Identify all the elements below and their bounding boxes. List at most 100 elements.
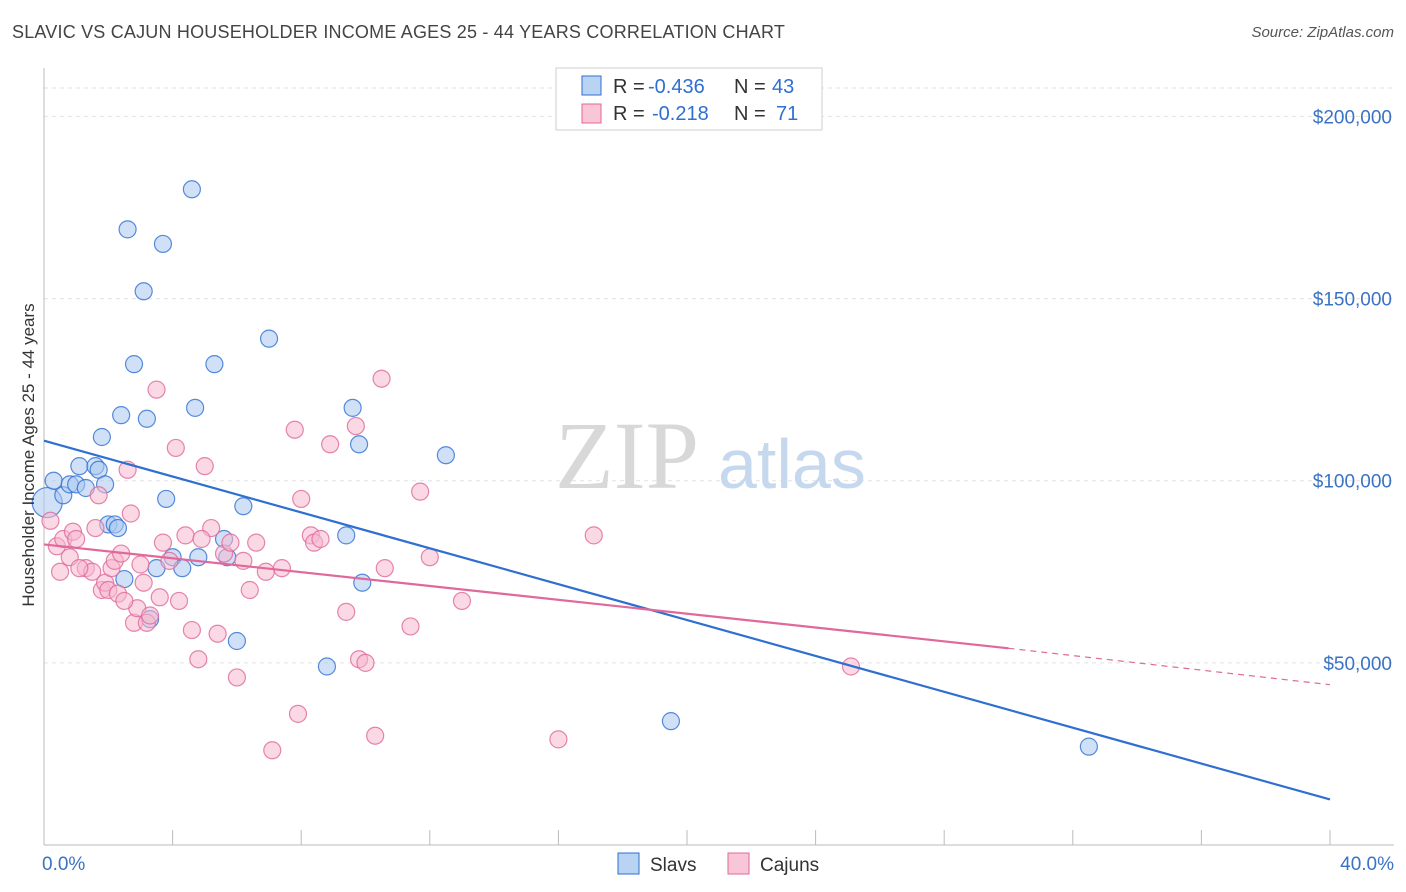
y-tick-label-1: $100,000 (1313, 472, 1392, 493)
point-cajuns-65 (584, 526, 603, 545)
point-slavs-42 (1079, 737, 1098, 756)
point-slavs-39 (353, 573, 372, 592)
point-cajuns-44 (263, 741, 282, 760)
y-tick-label-0: $50,000 (1323, 654, 1392, 675)
point-slavs-34 (259, 329, 279, 348)
point-cajuns-59 (375, 559, 394, 578)
gridlines (44, 87, 1394, 664)
source-label: Source: ZipAtlas.com (1251, 24, 1394, 41)
chart-title: SLAVIC VS CAJUN HOUSEHOLDER INCOME AGES … (12, 22, 786, 42)
legend-r-label-cajuns: R = (613, 103, 645, 125)
point-cajuns-53 (337, 602, 356, 621)
trend-line-slavs (43, 439, 1331, 801)
point-cajuns-58 (372, 369, 391, 388)
point-slavs-41 (661, 712, 681, 731)
point-cajuns-56 (356, 653, 375, 672)
point-cajuns-27 (150, 588, 169, 607)
point-cajuns-19 (121, 504, 140, 523)
point-slavs-32 (227, 631, 246, 651)
point-cajuns-28 (153, 533, 173, 552)
point-cajuns-68 (256, 562, 275, 581)
point-slavs-1 (44, 471, 63, 490)
watermark-atlas: atlas (718, 425, 866, 503)
point-slavs-40 (436, 446, 455, 465)
point-slavs-29 (205, 355, 224, 374)
legend-box: R = -0.436 N = 43 R = -0.218 N = 71 (555, 67, 823, 131)
point-slavs-26 (182, 180, 201, 199)
point-cajuns-39 (221, 533, 240, 552)
axes (43, 68, 1394, 846)
point-cajuns-47 (288, 704, 308, 723)
bottom-legend-slavs: Slavs (650, 855, 696, 876)
point-slavs-22 (153, 234, 173, 254)
point-cajuns-51 (311, 529, 330, 549)
point-cajuns-35 (195, 457, 214, 476)
point-slavs-14 (112, 406, 131, 425)
point-cajuns-57 (366, 726, 385, 745)
point-cajuns-29 (160, 551, 179, 570)
legend-n-value-slavs: 43 (772, 76, 794, 98)
point-cajuns-0 (41, 511, 60, 530)
point-cajuns-9 (86, 518, 105, 538)
point-cajuns-69 (192, 529, 211, 549)
x-tick-max: 40.0% (1340, 854, 1394, 875)
y-axis-label: Householder Income Ages 25 - 44 years (19, 303, 38, 606)
legend-r-value-cajuns: -0.218 (652, 103, 709, 125)
legend-swatch-cajuns (581, 103, 602, 124)
point-cajuns-25 (140, 606, 160, 625)
point-cajuns-48 (292, 489, 311, 509)
point-cajuns-22 (131, 555, 150, 574)
point-cajuns-54 (346, 416, 365, 436)
point-slavs-28 (189, 548, 208, 567)
watermark-zip: ZIP (555, 402, 699, 509)
point-cajuns-61 (411, 482, 430, 501)
point-cajuns-30 (166, 438, 185, 458)
point-slavs-36 (337, 526, 356, 545)
point-cajuns-64 (549, 730, 568, 749)
trend-lines (43, 439, 1331, 801)
y-tick-label-2: $150,000 (1313, 290, 1392, 311)
series-slavs-points (31, 180, 1098, 756)
point-slavs-23 (157, 489, 176, 509)
legend-n-label-slavs: N = (734, 76, 766, 98)
point-cajuns-10 (89, 486, 108, 505)
point-cajuns-52 (321, 435, 340, 454)
trend-line-cajuns (43, 543, 1009, 650)
trend-line-cajuns-extension (1008, 647, 1331, 686)
point-cajuns-33 (182, 620, 201, 640)
point-slavs-9 (92, 427, 111, 447)
legend-swatch-slavs (581, 75, 602, 96)
point-slavs-5 (70, 457, 89, 476)
point-cajuns-46 (285, 420, 304, 439)
point-cajuns-31 (169, 591, 189, 611)
bottom-legend-cajuns: Cajuns (760, 855, 819, 876)
point-slavs-17 (124, 355, 144, 374)
point-cajuns-62 (420, 548, 439, 567)
legend-n-label-cajuns: N = (734, 103, 766, 125)
point-slavs-19 (137, 409, 156, 428)
point-cajuns-40 (227, 668, 246, 687)
point-slavs-33 (234, 497, 253, 516)
series-cajuns-points (41, 369, 861, 760)
point-cajuns-26 (147, 380, 166, 399)
point-slavs-35 (317, 657, 337, 676)
point-cajuns-67 (115, 591, 134, 611)
point-cajuns-32 (176, 526, 195, 545)
point-cajuns-60 (401, 617, 420, 636)
bottom-legend: Slavs Cajuns (617, 852, 819, 876)
bottom-legend-swatch-cajuns (727, 852, 750, 875)
point-cajuns-6 (67, 529, 86, 549)
bottom-legend-swatch-slavs (617, 852, 640, 875)
point-cajuns-63 (452, 591, 472, 611)
point-cajuns-2 (50, 562, 70, 581)
point-cajuns-45 (272, 559, 292, 578)
y-tick-labels: $50,000 $100,000 $150,000 $200,000 (1313, 107, 1392, 674)
point-cajuns-70 (70, 559, 89, 578)
legend-n-value-cajuns: 71 (776, 103, 798, 125)
point-cajuns-23 (134, 573, 153, 592)
point-cajuns-34 (189, 650, 208, 669)
point-cajuns-43 (247, 533, 266, 552)
legend-r-value-slavs: -0.436 (648, 76, 705, 98)
point-slavs-27 (186, 398, 205, 417)
point-cajuns-37 (208, 624, 227, 643)
